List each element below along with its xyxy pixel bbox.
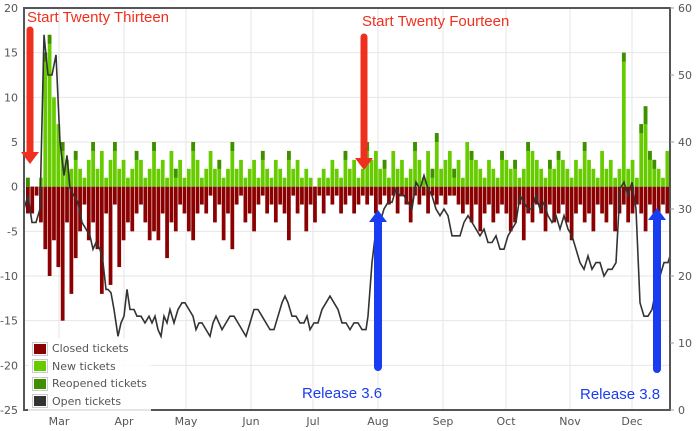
svg-text:Apr: Apr — [114, 415, 134, 428]
legend: Closed tickets New tickets Reopened tick… — [28, 338, 151, 412]
svg-text:-20: -20 — [0, 359, 18, 372]
svg-text:20: 20 — [4, 2, 18, 15]
legend-item-closed[interactable]: Closed tickets — [32, 340, 147, 358]
x-axis: Mar Apr May Jun Jul Aug Sep Oct Nov Dec — [49, 415, 643, 428]
open-swatch-icon — [32, 394, 48, 409]
svg-text:Sep: Sep — [433, 415, 454, 428]
svg-text:-5: -5 — [7, 225, 18, 238]
annotation-release-3-6: Release 3.6 — [302, 385, 383, 402]
svg-text:Jun: Jun — [241, 415, 259, 428]
svg-text:Aug: Aug — [367, 415, 388, 428]
bar-series — [26, 34, 670, 321]
svg-text:-25: -25 — [0, 404, 18, 417]
right-y-axis: 60 50 40 30 20 10 0 — [670, 2, 692, 417]
closed-swatch-icon — [32, 341, 48, 356]
svg-text:10: 10 — [678, 337, 692, 350]
svg-text:0: 0 — [11, 181, 18, 194]
svg-text:May: May — [175, 415, 198, 428]
svg-text:Oct: Oct — [496, 415, 516, 428]
svg-text:Mar: Mar — [49, 415, 70, 428]
svg-text:0: 0 — [678, 404, 685, 417]
svg-text:10: 10 — [4, 91, 18, 104]
left-y-axis: 20 15 10 5 0 -5 -10 -15 -20 -25 — [0, 2, 18, 417]
annotation-start-2014: Start Twenty Fourteen — [362, 13, 510, 30]
svg-text:40: 40 — [678, 136, 692, 149]
legend-item-open[interactable]: Open tickets — [32, 393, 147, 411]
svg-text:20: 20 — [678, 270, 692, 283]
svg-text:Nov: Nov — [559, 415, 581, 428]
svg-text:30: 30 — [678, 203, 692, 216]
svg-text:15: 15 — [4, 47, 18, 60]
open-tickets-line — [23, 34, 671, 340]
svg-text:50: 50 — [678, 69, 692, 82]
legend-item-reopened[interactable]: Reopened tickets — [32, 375, 147, 393]
legend-item-new[interactable]: New tickets — [32, 358, 147, 376]
svg-text:Jul: Jul — [305, 415, 319, 428]
svg-text:5: 5 — [11, 136, 18, 149]
svg-text:Dec: Dec — [621, 415, 642, 428]
annotation-start-2013: Start Twenty Thirteen — [27, 9, 170, 26]
annotation-release-3-8: Release 3.8 — [580, 386, 661, 403]
svg-text:-15: -15 — [0, 315, 18, 328]
reopened-swatch-icon — [32, 376, 48, 391]
new-swatch-icon — [32, 359, 48, 374]
annotation-arrows — [21, 26, 666, 373]
svg-text:60: 60 — [678, 2, 692, 15]
svg-text:-10: -10 — [0, 270, 18, 283]
